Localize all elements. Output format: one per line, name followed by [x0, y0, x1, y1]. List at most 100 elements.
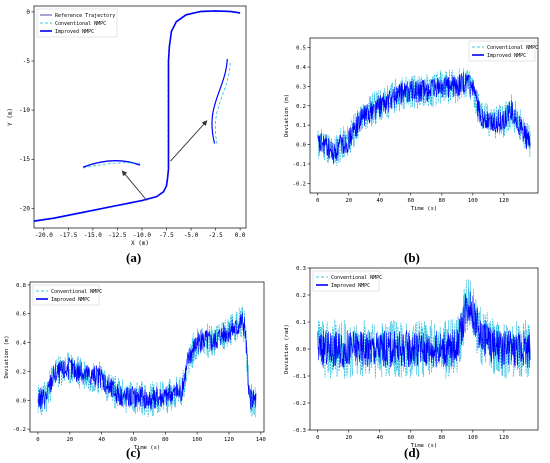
x-tick-label: -2.5: [208, 232, 223, 239]
legend-entry: Improved NMPC: [487, 53, 526, 59]
x-tick-label: 0: [316, 435, 319, 441]
zoom-arrow-1: [121, 170, 148, 201]
y-tick-label: -0.2: [293, 181, 306, 187]
x-tick-label: 60: [130, 437, 137, 443]
x-tick-label: -15.0: [84, 232, 102, 239]
x-tick-label: 80: [439, 435, 446, 441]
x-tick-label: 60: [408, 435, 415, 441]
plot-frame: [29, 281, 265, 433]
y-tick-label: -0.2: [293, 401, 306, 407]
y-tick-label: 0.3: [296, 84, 306, 90]
x-tick-label: 100: [192, 437, 202, 443]
zoom-insets: [82, 59, 231, 201]
y-tick-label: -10: [19, 107, 30, 114]
position-deviation-chart-1: 0 20 40 60 80 100 120 -0.2 -0.1 0.0 0.1 0.2 0.3 0.4 0.…: [284, 37, 539, 212]
y-tick-label: 0.0: [16, 398, 26, 404]
x-tick-label: 40: [98, 437, 105, 443]
legend: Conventional NMPC Improved NMPC: [32, 284, 102, 306]
series-improved-nmpc: [33, 10, 241, 222]
x-tick-label: -10.0: [133, 232, 151, 239]
x-axis-label: Time (s): [411, 443, 438, 449]
y-tick-label: 0.5: [296, 46, 306, 52]
x-tick-label: 80: [439, 198, 446, 204]
chart-panel-a: -20.0 -17.5 -15.0 -12.5 -10.0 -7.5 -5.0 -2.5 0.0…: [0, 0, 275, 270]
legend-entry: Conventional NMPC: [331, 275, 382, 281]
y-tick-label: 0.1: [296, 123, 306, 129]
legend-entry: Improved NMPC: [51, 297, 90, 303]
inset-curve-improved: [82, 160, 141, 168]
y-tick-label: 0.4: [296, 65, 307, 71]
y-tick-label: 0.6: [16, 312, 26, 318]
plot-frame: [309, 37, 539, 194]
y-tick-label: 0: [26, 9, 30, 16]
series-reference-trajectory: [33, 10, 241, 222]
inset-curve-improved-2: [211, 59, 228, 144]
position-deviation-chart-2: 0 20 40 60 80 100 120 140 -0.2 0.0 0.2 0.4 0.6 0.8 Tim…: [4, 281, 266, 451]
chart-panel-c: 0 20 40 60 80 100 120 140 -0.2 0.0 0.2 0.4 0.6 0.8 Tim…: [0, 270, 275, 463]
x-axis-label: Time (s): [134, 445, 161, 451]
series-improved-nmpc: [37, 312, 257, 412]
y-tick-label: 0.4: [16, 341, 27, 347]
x-tick-label: 40: [376, 435, 383, 441]
zoom-arrow-2: [170, 120, 208, 162]
x-tick-label: 0: [316, 198, 319, 204]
y-tick-label: -0.3: [293, 428, 306, 434]
y-axis-label: Y (m): [7, 108, 14, 126]
x-tick-label: 0.0: [235, 232, 246, 239]
x-tick-label: 0: [36, 437, 39, 443]
x-tick-label: 60: [408, 198, 415, 204]
panel-label-b: (b): [404, 250, 420, 265]
x-tick-label: -20.0: [35, 232, 53, 239]
legend-box: [32, 284, 100, 306]
x-tick-label: -7.5: [159, 232, 174, 239]
x-tick-label: -17.5: [59, 232, 77, 239]
x-axis-label: X (m): [131, 240, 149, 247]
inset-curve-conventional-2: [214, 62, 231, 146]
x-tick-label: 40: [376, 198, 383, 204]
x-axis-label: Time (s): [411, 206, 438, 212]
chart-panel-b: 0 20 40 60 80 100 120 -0.2 -0.1 0.0 0.1 0.2 0.3 0.4 0.…: [275, 0, 550, 270]
x-tick-label: 80: [162, 437, 169, 443]
y-tick-label: 0.2: [16, 369, 26, 375]
y-tick-label: 0.8: [16, 283, 26, 289]
trajectory-chart: -20.0 -17.5 -15.0 -12.5 -10.0 -7.5 -5.0 -2.5 0.0…: [7, 5, 247, 247]
legend-entry: Conventional NMPC: [51, 289, 102, 295]
legend-box: [312, 270, 380, 292]
x-tick-label: 120: [499, 198, 509, 204]
legend: Reference Trajectory Conventional NMPC Imp…: [36, 8, 118, 38]
x-tick-label: -5.0: [184, 232, 199, 239]
y-tick-label: -0.1: [293, 162, 306, 168]
legend: Conventional NMPC Improved NMPC: [312, 270, 382, 292]
legend-entry: Reference Trajectory: [55, 13, 115, 19]
x-tick-label: 100: [468, 198, 478, 204]
plot-frame: [33, 5, 247, 229]
legend: Conventional NMPC Improved NMPC: [468, 40, 538, 62]
y-tick-label: 0.0: [296, 347, 306, 353]
legend-entry: Conventional NMPC: [55, 21, 106, 27]
series-improved-nmpc: [317, 71, 531, 164]
x-tick-label: 120: [224, 437, 234, 443]
panel-label-a: (a): [126, 250, 142, 265]
legend-entry: Conventional NMPC: [487, 45, 538, 51]
x-tick-label: 120: [499, 435, 509, 441]
x-tick-label: 140: [256, 437, 266, 443]
x-tick-label: -12.5: [108, 232, 126, 239]
y-tick-label: 0.3: [296, 266, 306, 272]
y-tick-label: -15: [19, 156, 30, 163]
y-axis-label: Deviation (rad): [284, 324, 290, 374]
y-tick-label: -20: [19, 205, 30, 212]
heading-deviation-chart: 0 20 40 60 80 100 120 -0.3 -0.2 -0.1 0.0 0.1 0.2 0.3 T…: [284, 266, 539, 449]
panel-label-c: (c): [126, 445, 141, 460]
y-axis-label: Deviation (m): [284, 94, 290, 137]
y-tick-label: 0.1: [296, 320, 306, 326]
legend-entry: Improved NMPC: [331, 283, 370, 289]
panel-label-d: (d): [404, 445, 420, 460]
y-tick-label: 0.2: [296, 293, 306, 299]
y-axis-label: Deviation (m): [4, 335, 10, 378]
y-tick-label: 0.2: [296, 104, 306, 110]
series-conventional-nmpc: [33, 11, 241, 222]
x-tick-label: 20: [345, 198, 352, 204]
legend-entry: Improved NMPC: [55, 29, 94, 35]
legend-box: [468, 40, 536, 62]
series-improved-nmpc: [317, 291, 531, 368]
